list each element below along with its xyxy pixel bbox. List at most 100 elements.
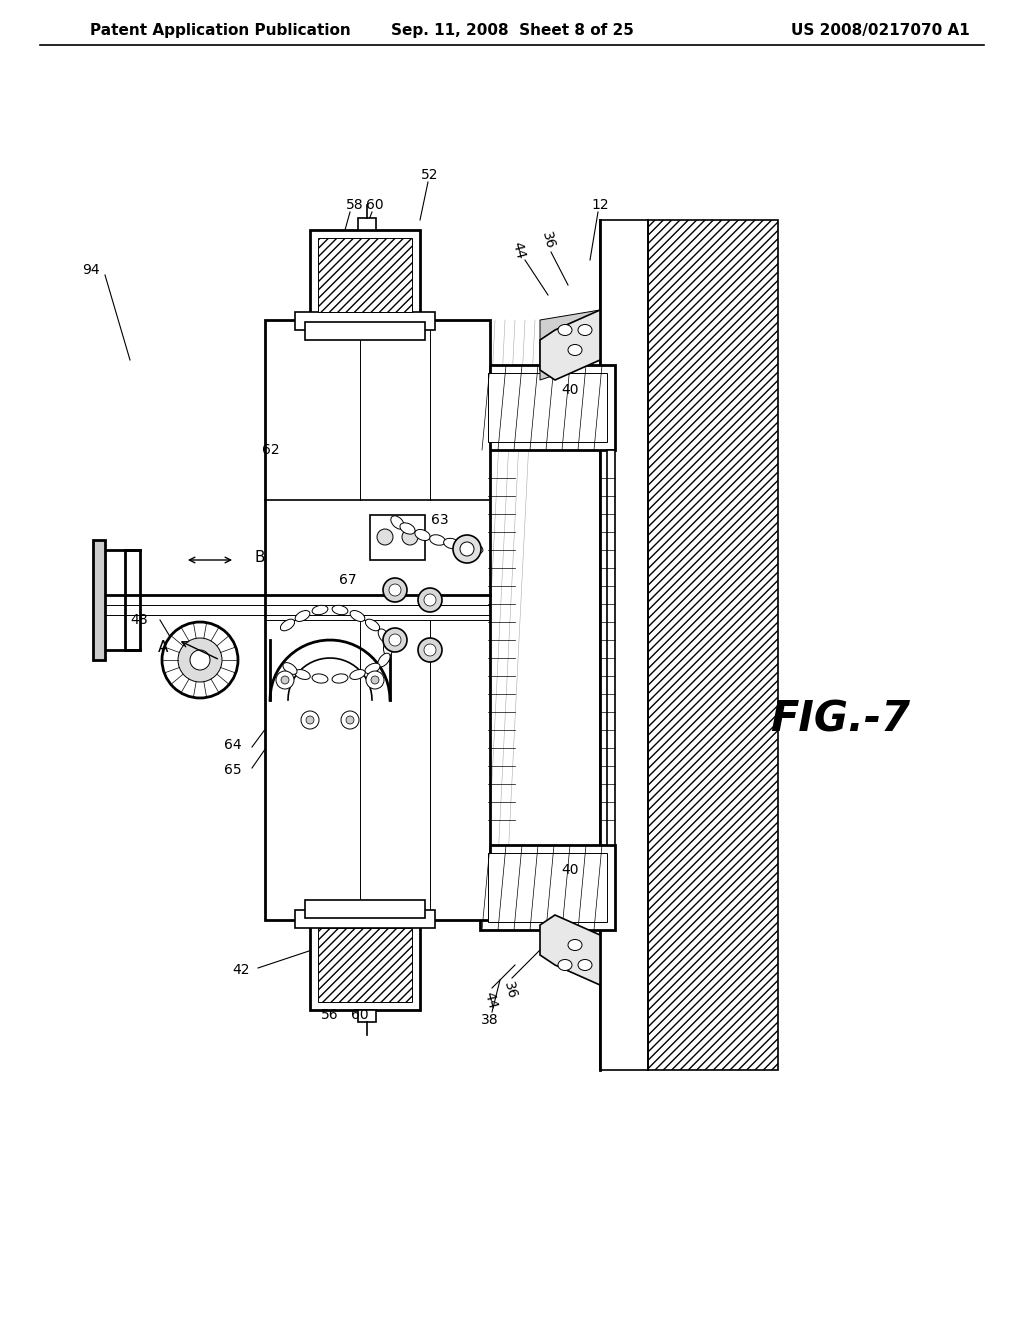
Bar [318,238,412,312]
Polygon shape [540,915,600,985]
Text: 44: 44 [481,990,499,1010]
Bar [265,319,490,920]
Circle shape [389,634,401,645]
Circle shape [366,671,384,689]
Ellipse shape [350,611,365,622]
Ellipse shape [391,516,404,529]
Text: 48: 48 [130,612,148,627]
Ellipse shape [312,606,328,615]
Bar [305,322,425,341]
Bar [358,1010,376,1022]
Bar [295,312,435,330]
Text: US 2008/0217070 A1: US 2008/0217070 A1 [792,22,970,37]
Text: FIG.-7: FIG.-7 [770,700,910,741]
Text: A: A [158,640,168,656]
Text: 52: 52 [421,168,438,182]
Text: 36: 36 [501,979,519,1001]
Ellipse shape [384,640,392,656]
Text: 60: 60 [351,1008,369,1022]
Ellipse shape [283,663,297,675]
Ellipse shape [312,675,328,684]
Text: 38: 38 [481,1012,499,1027]
Text: 40: 40 [561,863,579,876]
Text: B: B [255,550,265,565]
Ellipse shape [378,653,390,667]
Circle shape [389,583,401,597]
Circle shape [371,676,379,684]
Text: 64: 64 [224,738,242,752]
Bar [480,366,615,450]
Circle shape [460,543,474,556]
Ellipse shape [366,619,380,631]
Circle shape [341,711,359,729]
Circle shape [190,649,210,671]
Circle shape [402,529,418,545]
Bar [310,920,420,1010]
Ellipse shape [558,960,572,970]
Ellipse shape [350,669,366,680]
Ellipse shape [415,529,430,540]
Ellipse shape [568,345,582,355]
Bar [480,450,488,845]
Bar [93,540,105,660]
Polygon shape [540,310,600,380]
Ellipse shape [443,539,460,549]
Text: 94: 94 [82,263,100,277]
Ellipse shape [332,675,348,684]
Bar [318,928,412,1002]
Circle shape [276,671,294,689]
Bar [305,900,425,917]
Text: 60: 60 [367,198,384,213]
Circle shape [301,711,319,729]
Circle shape [346,715,354,723]
Polygon shape [540,310,600,380]
Ellipse shape [400,523,415,535]
Ellipse shape [332,606,348,615]
Text: 12: 12 [591,198,609,213]
Circle shape [178,638,222,682]
Circle shape [306,715,314,723]
Ellipse shape [295,611,310,622]
Text: Patent Application Publication: Patent Application Publication [90,22,351,37]
Bar [480,845,615,931]
Text: 65: 65 [224,763,242,777]
Bar [310,230,420,319]
Ellipse shape [281,619,295,631]
Circle shape [383,628,407,652]
Ellipse shape [378,628,390,643]
Ellipse shape [568,940,582,950]
Ellipse shape [578,325,592,335]
Text: 58: 58 [346,198,364,213]
Ellipse shape [578,960,592,970]
Ellipse shape [365,663,380,673]
Bar [648,220,778,1071]
Text: 63: 63 [431,513,449,527]
Circle shape [383,578,407,602]
Circle shape [418,587,442,612]
Bar [125,550,140,649]
Text: 67: 67 [339,573,356,587]
Circle shape [281,676,289,684]
Text: 42: 42 [232,964,250,977]
Ellipse shape [558,325,572,335]
Ellipse shape [430,535,445,545]
Circle shape [453,535,481,564]
Text: 40: 40 [561,383,579,397]
Text: 36: 36 [539,230,557,251]
Circle shape [162,622,238,698]
Text: 56: 56 [322,1008,339,1022]
Bar [295,909,435,928]
Circle shape [418,638,442,663]
Bar [358,218,376,230]
Circle shape [424,594,436,606]
Bar [600,220,648,1071]
Bar [607,450,615,845]
Bar [488,374,607,442]
Text: 44: 44 [509,240,527,260]
Ellipse shape [456,541,472,552]
Bar [370,515,425,560]
Ellipse shape [295,669,310,680]
Bar [488,853,607,921]
Text: Sep. 11, 2008  Sheet 8 of 25: Sep. 11, 2008 Sheet 8 of 25 [390,22,634,37]
Circle shape [424,644,436,656]
